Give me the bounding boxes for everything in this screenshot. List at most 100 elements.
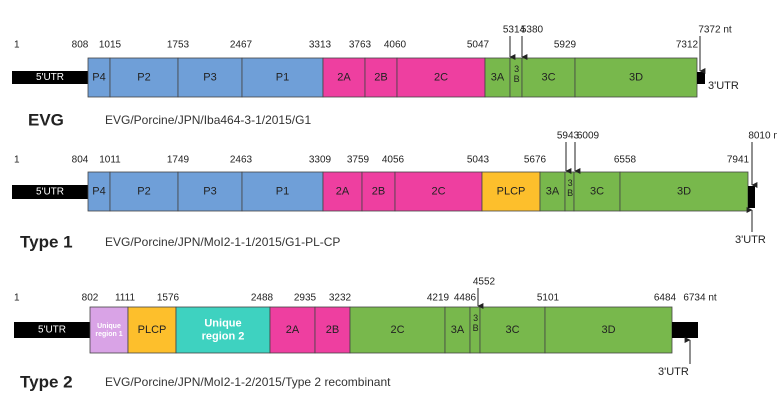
segment [109, 171, 179, 212]
segment-label: 3C [541, 71, 555, 83]
utr5-box [12, 185, 88, 199]
position-label: 1011 [99, 155, 121, 166]
segment-label: P1 [276, 185, 289, 197]
length-label: 6734 nt [683, 293, 717, 304]
position-label: 808 [72, 40, 89, 51]
segment [89, 306, 129, 354]
segment-label: 3C [505, 324, 519, 336]
position-label: 1111 [115, 293, 135, 304]
length-label: 8010 nt [748, 131, 777, 142]
segment [269, 306, 316, 354]
segment [539, 171, 566, 212]
utr3-box [672, 322, 698, 338]
utr3-label: 3'UTR [708, 80, 739, 92]
position-label: 802 [82, 293, 99, 304]
segment-label: P3 [203, 71, 216, 83]
segment-label: P4 [92, 185, 105, 197]
segment [544, 306, 673, 354]
segment [109, 57, 179, 98]
segment-label: P2 [137, 185, 150, 197]
segment [364, 57, 398, 98]
position-label: 2463 [230, 155, 253, 166]
position-label: 1 [14, 40, 20, 51]
position-label: 1015 [99, 40, 122, 51]
segment-label: 2A [286, 324, 300, 336]
position-label: 2467 [230, 40, 253, 51]
position-label: 6558 [614, 155, 637, 166]
position-label: 7312 [676, 40, 699, 51]
position-label: 4219 [427, 293, 450, 304]
position-label: 5929 [554, 40, 577, 51]
segment [322, 57, 366, 98]
segment-label: 2C [431, 185, 445, 197]
segment-label: PLCP [138, 324, 167, 336]
position-label: 6009 [577, 131, 600, 142]
segment-label: 2C [434, 71, 448, 83]
strain-label: EVG/Porcine/JPN/Iba464-3-1/2015/G1 [105, 113, 311, 127]
genome-name: EVG [28, 110, 64, 129]
segment [521, 57, 576, 98]
strain-label: EVG/Porcine/JPN/MoI2-1-1/2015/G1-PL-CP [105, 235, 340, 249]
position-label: 5047 [467, 40, 490, 51]
segment [619, 171, 749, 212]
position-label: 3309 [309, 155, 332, 166]
segment-label: 3A [491, 71, 505, 83]
position-label: 2935 [294, 293, 317, 304]
segment [394, 171, 483, 212]
position-label: 4486 [454, 293, 477, 304]
utr5-box [12, 71, 88, 84]
segment-label: Unique region 2 [202, 317, 245, 342]
position-label: 3232 [329, 293, 352, 304]
segment [361, 171, 396, 212]
segment [396, 57, 486, 98]
segment-label: 3B [565, 178, 575, 198]
position-label: 5943 [557, 131, 580, 142]
position-label: 4056 [382, 155, 405, 166]
position-label: 5043 [467, 155, 490, 166]
segment-label: 3D [677, 185, 691, 197]
genome-name: Type 1 [20, 232, 73, 251]
segment-label: PLCP [497, 185, 526, 197]
position-label: 2488 [251, 293, 274, 304]
position-label: 1753 [167, 40, 190, 51]
segment-label: 2C [390, 324, 404, 336]
utr3-box [748, 186, 755, 208]
position-label: 6484 [654, 293, 677, 304]
length-label: 7372 nt [698, 25, 732, 36]
position-label: 5676 [524, 155, 547, 166]
position-label: 1 [14, 293, 20, 304]
segment [484, 57, 511, 98]
utr3-box [697, 72, 705, 84]
position-label: 3313 [309, 40, 332, 51]
segment [175, 306, 271, 354]
position-label: 1749 [167, 155, 190, 166]
position-label: 1 [14, 155, 20, 166]
segment-label: Unique region 1 [95, 323, 122, 338]
segment-label: P3 [203, 185, 216, 197]
segment-label: 3B [471, 313, 481, 333]
segment-label: 2B [326, 324, 339, 336]
segment-label: P2 [137, 71, 150, 83]
segment-label: P4 [92, 71, 105, 83]
utr3-label: 3'UTR [658, 366, 689, 378]
position-label: 7941 [727, 155, 750, 166]
position-label: 3763 [349, 40, 372, 51]
position-label: 3759 [347, 155, 370, 166]
genome-name: Type 2 [20, 372, 73, 391]
utr5-label: 5'UTR [36, 72, 64, 83]
strain-label: EVG/Porcine/JPN/MoI2-1-2/2015/Type 2 rec… [105, 375, 391, 389]
segment-label: P1 [276, 71, 289, 83]
segment-label: 2B [372, 185, 385, 197]
position-label: 804 [72, 155, 89, 166]
position-label: 4552 [473, 277, 496, 288]
segment-label: 3A [546, 185, 560, 197]
position-label: 4060 [384, 40, 407, 51]
utr5-label: 5'UTR [36, 187, 64, 198]
segment [241, 171, 324, 212]
segment-label: 2B [374, 71, 387, 83]
utr3-label: 3'UTR [735, 234, 766, 246]
position-label: 5380 [521, 25, 544, 36]
segment [444, 306, 471, 354]
position-label: 5314 [503, 25, 526, 36]
segment-label: 3A [451, 324, 465, 336]
